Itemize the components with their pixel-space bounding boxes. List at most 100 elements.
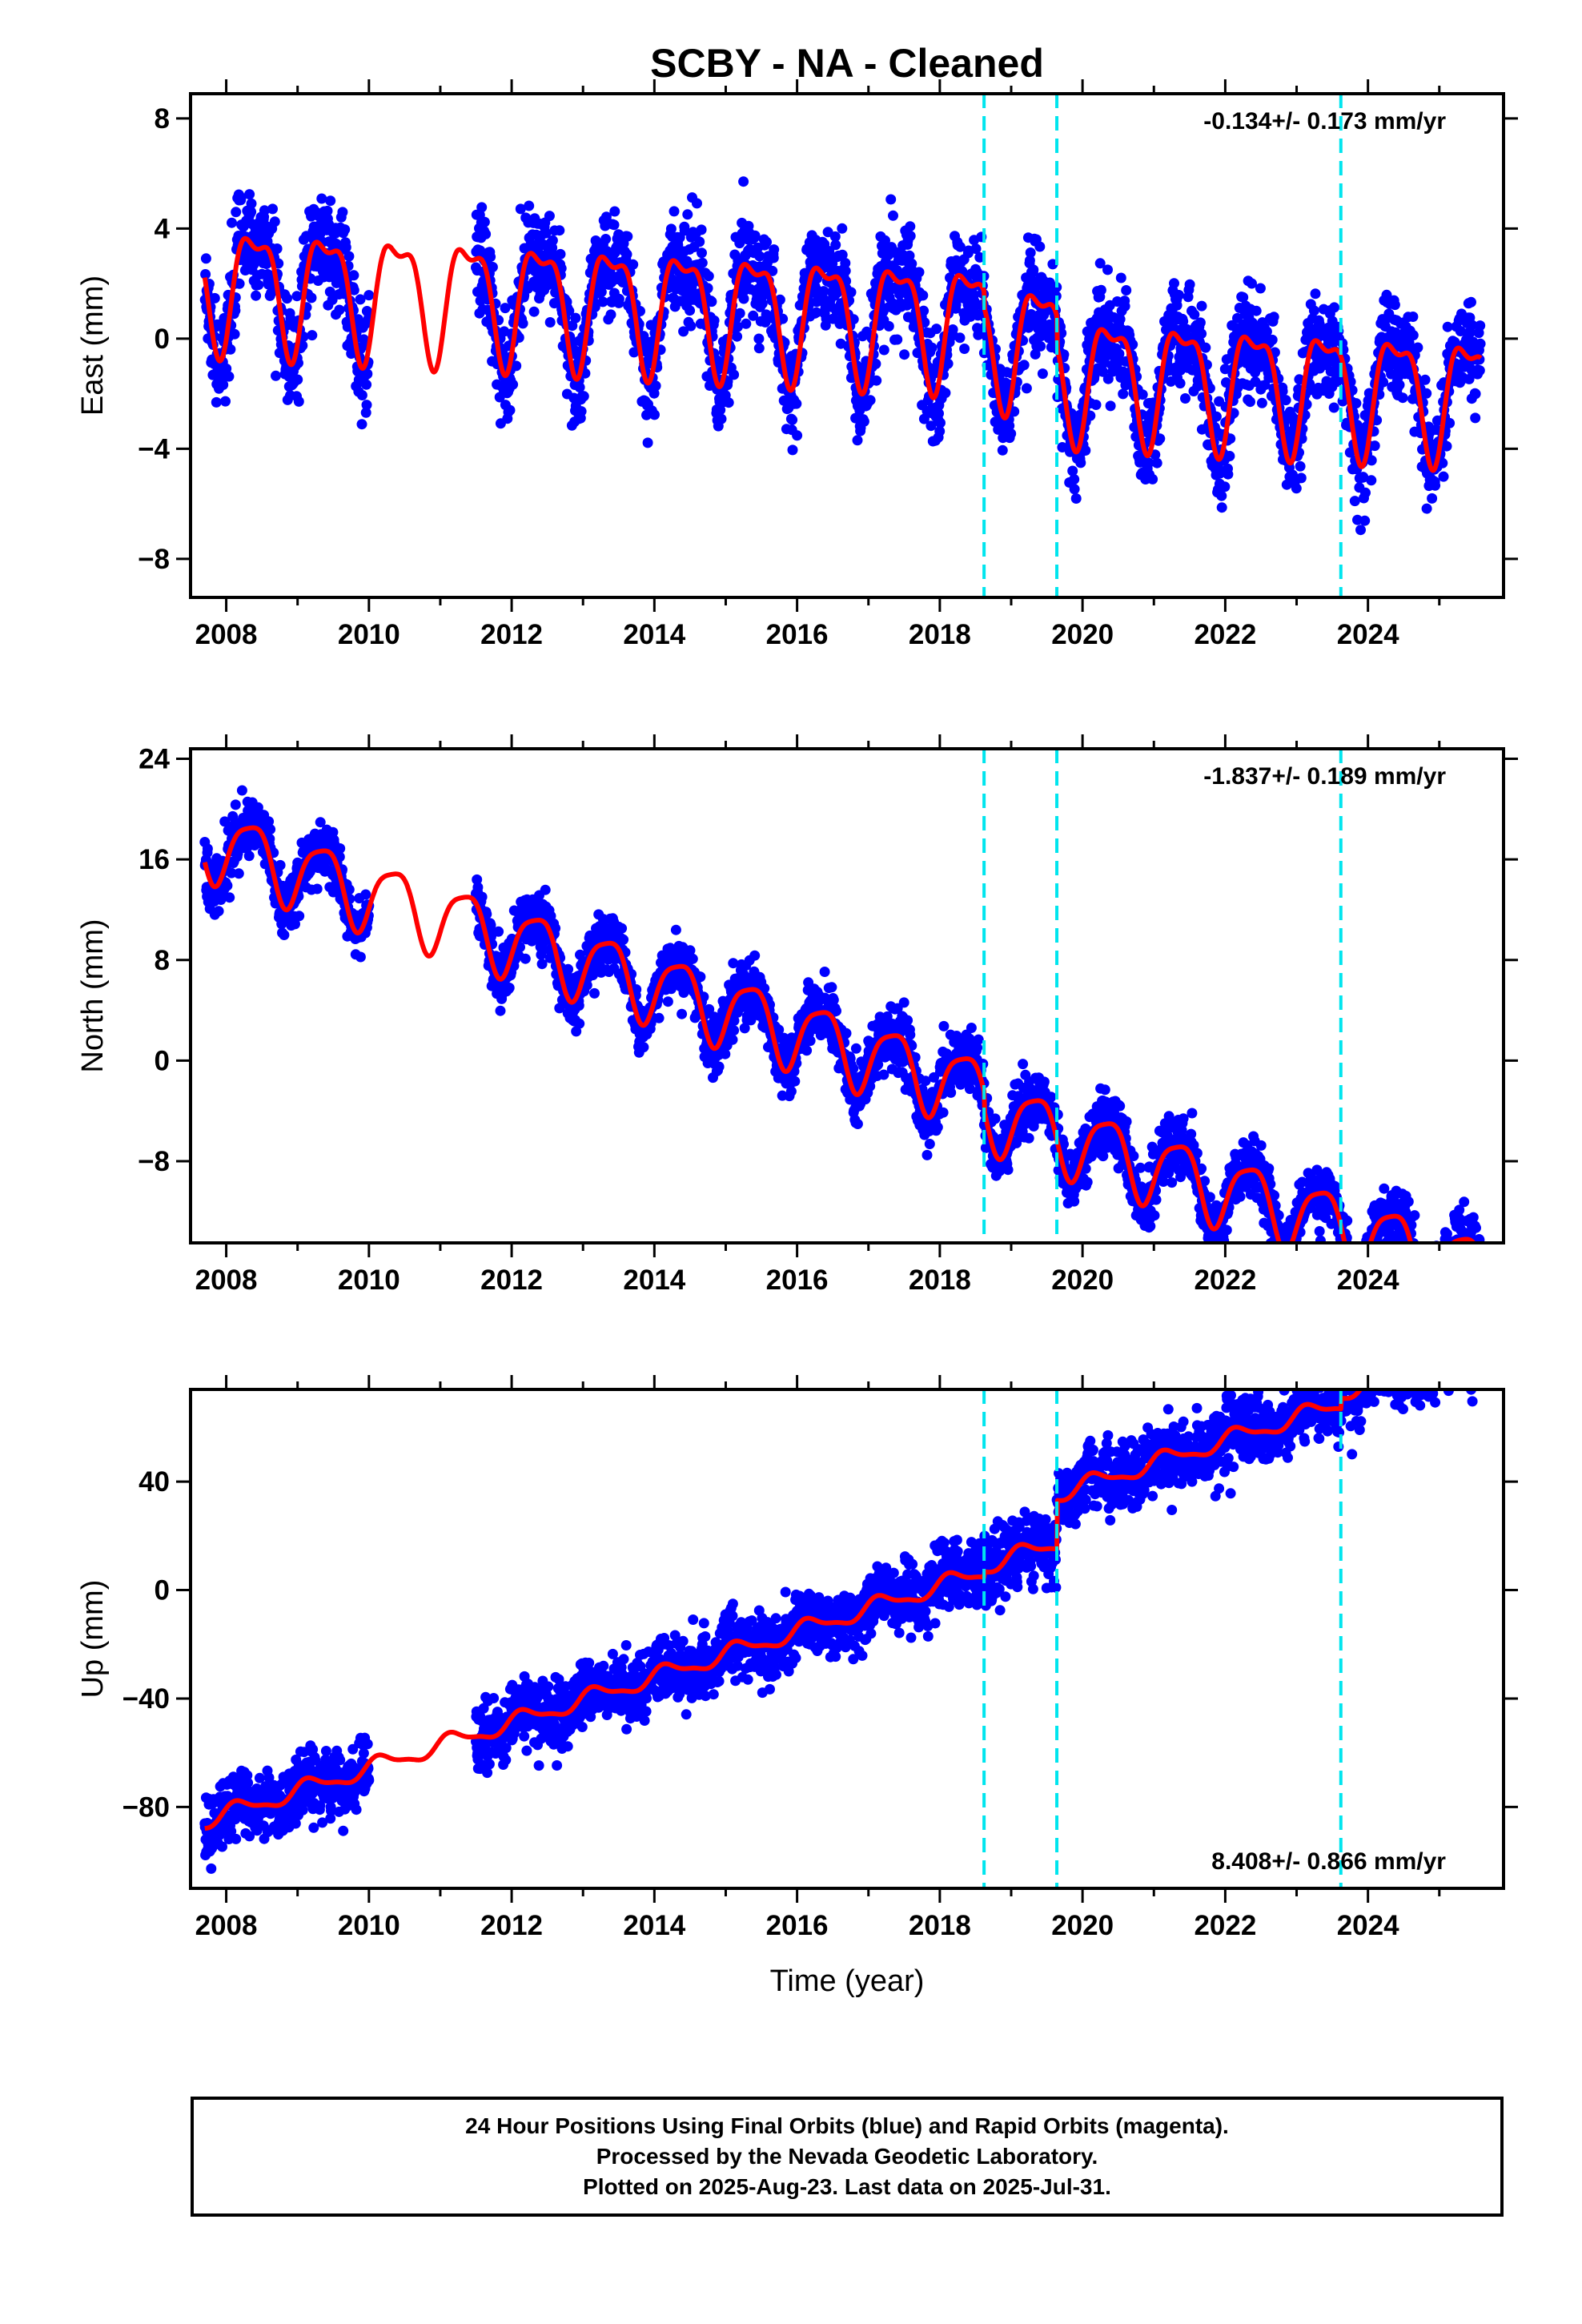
data-point	[1267, 334, 1278, 345]
x-tick-label: 2016	[766, 619, 829, 650]
data-point	[472, 882, 484, 893]
data-point	[337, 207, 348, 218]
data-point	[1470, 412, 1481, 424]
data-point	[253, 279, 264, 291]
data-point	[589, 987, 600, 999]
data-point	[768, 252, 779, 263]
plot-area-north	[199, 785, 1485, 1243]
data-point	[767, 265, 778, 276]
data-point	[841, 1027, 852, 1039]
data-point	[931, 324, 942, 335]
data-point	[225, 344, 236, 355]
data-point	[335, 843, 346, 854]
data-point	[682, 209, 693, 220]
data-point	[774, 294, 785, 305]
data-point	[1025, 247, 1036, 258]
data-point	[547, 235, 558, 246]
data-point	[1224, 451, 1235, 461]
data-point	[563, 963, 574, 975]
x-tick-label: 2014	[623, 619, 685, 650]
data-point	[218, 380, 229, 390]
data-point	[1355, 525, 1366, 536]
data-point	[1430, 480, 1441, 491]
data-point	[1247, 278, 1257, 289]
x-tick-label: 2024	[1337, 619, 1399, 650]
data-point	[954, 332, 966, 344]
y-axis-label: East (mm)	[76, 275, 110, 416]
data-point	[363, 290, 375, 301]
data-point	[222, 880, 233, 891]
data-point	[1219, 481, 1231, 493]
data-point	[487, 262, 498, 272]
data-point	[1475, 320, 1486, 332]
data-point	[865, 395, 876, 406]
data-point	[829, 231, 841, 242]
data-point	[706, 296, 717, 308]
data-point	[1154, 433, 1166, 444]
data-point	[348, 270, 359, 281]
data-point	[211, 396, 222, 408]
data-point	[618, 934, 629, 945]
data-point	[209, 292, 220, 304]
data-point	[1195, 317, 1206, 328]
data-point	[1121, 285, 1132, 296]
data-point	[361, 400, 372, 411]
data-point	[1295, 460, 1306, 472]
data-point	[696, 224, 707, 235]
data-point	[1034, 241, 1046, 252]
data-point	[1223, 468, 1234, 480]
data-point	[495, 1005, 506, 1016]
data-point	[785, 1086, 797, 1097]
data-point	[801, 1045, 813, 1056]
data-point	[517, 318, 528, 329]
data-point	[753, 333, 765, 344]
data-point	[1378, 376, 1389, 388]
data-point	[1180, 393, 1191, 404]
data-point	[246, 207, 257, 218]
data-point	[325, 195, 336, 207]
data-point	[1118, 388, 1129, 400]
data-point	[271, 243, 283, 254]
data-point	[578, 391, 589, 402]
data-point	[1419, 374, 1431, 385]
data-point	[322, 205, 333, 216]
data-point	[738, 293, 749, 304]
panel-east: 2008 2010 2012 2014 2016 2018 2020 2022 2024−8−4…	[76, 79, 1518, 650]
data-point	[1366, 475, 1377, 486]
data-point	[493, 926, 504, 937]
data-point	[852, 435, 863, 446]
data-point	[1329, 302, 1340, 313]
data-point	[666, 273, 677, 284]
data-point	[791, 398, 802, 409]
data-point	[729, 1025, 740, 1036]
data-point	[935, 417, 946, 428]
rate-label: -0.134+/- 0.173 mm/yr	[1203, 108, 1446, 135]
data-point	[685, 320, 697, 332]
data-point	[748, 310, 759, 321]
data-point	[649, 409, 660, 420]
y-tick-label: −4	[138, 433, 170, 464]
data-point	[1095, 284, 1106, 296]
data-point	[213, 906, 224, 917]
data-point	[837, 223, 848, 234]
data-point	[723, 397, 734, 408]
data-point	[622, 231, 633, 242]
data-point	[905, 231, 916, 242]
data-point	[511, 360, 522, 372]
data-point	[356, 419, 367, 430]
data-point	[665, 223, 677, 235]
data-point	[871, 375, 882, 386]
data-point	[1407, 330, 1419, 341]
data-point	[307, 330, 318, 341]
data-point	[361, 379, 372, 390]
data-point	[1151, 457, 1162, 468]
data-point	[231, 207, 242, 218]
data-point	[1080, 445, 1091, 456]
data-point	[1349, 496, 1360, 507]
data-point	[858, 416, 869, 427]
data-point	[830, 239, 841, 251]
data-point	[1256, 397, 1267, 408]
data-point	[360, 407, 371, 418]
data-point	[694, 236, 705, 247]
data-point	[265, 824, 276, 835]
